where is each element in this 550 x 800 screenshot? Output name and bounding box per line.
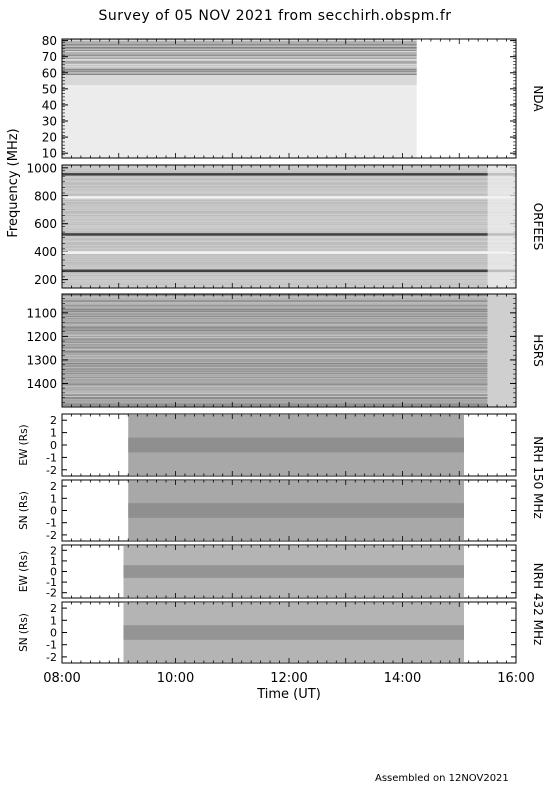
frequency-axis-label: Frequency (MHz) xyxy=(6,128,21,237)
nda-ytick-label: 10 xyxy=(42,147,57,161)
nrh150-sn-ytick-label: 0 xyxy=(50,505,57,518)
hsrs-instrument-label: HSRS xyxy=(531,334,545,367)
xtick-label: 08:00 xyxy=(43,671,80,686)
orfees-band xyxy=(62,196,516,199)
nrh150-ew-ytick-label: 2 xyxy=(50,414,57,427)
orfees-ytick-label: 1000 xyxy=(26,161,57,175)
orfees-band xyxy=(62,269,516,273)
nrh150-sn-ylabel: SN (Rs) xyxy=(18,491,30,530)
orfees-band xyxy=(62,251,516,254)
nda-ytick-label: 30 xyxy=(42,115,57,129)
nrh150-sn-ytick-label: 1 xyxy=(50,492,57,505)
nrh432-sn-ytick-label: 2 xyxy=(50,602,57,615)
nrh150-ew-ytick-label: -2 xyxy=(46,464,57,477)
nrh432-ew-ytick-label: -2 xyxy=(46,587,57,600)
nrh432-ew-ytick-label: 1 xyxy=(50,555,57,568)
xtick-label: 16:00 xyxy=(497,671,534,686)
nrh432-ew-ylabel: EW (Rs) xyxy=(18,551,30,592)
hsrs-ytick-label: 1300 xyxy=(26,353,57,367)
nda-instrument-label: NDA xyxy=(531,85,545,112)
nrh150-sn-ytick-label: -1 xyxy=(46,517,57,530)
nrh432-ew-ytick-label: 0 xyxy=(50,566,57,579)
xtick-label: 12:00 xyxy=(270,671,307,686)
nrh150-ew-sun-band xyxy=(128,437,464,453)
nrh432-ew-sun-band xyxy=(123,565,464,578)
nrh432-sn-ytick-label: 0 xyxy=(50,627,57,640)
nda-ytick-label: 80 xyxy=(42,34,57,48)
xtick-label: 10:00 xyxy=(157,671,194,686)
time-axis-label: Time (UT) xyxy=(256,687,321,702)
nda-emission-fade xyxy=(62,75,417,85)
hsrs-texture xyxy=(62,294,488,407)
orfees-late-region xyxy=(487,165,516,288)
hsrs-no-data xyxy=(487,294,516,407)
nda-ytick-label: 20 xyxy=(42,131,57,145)
nda-ytick-label: 60 xyxy=(42,66,57,80)
nrh432-ew-ytick-label: -1 xyxy=(46,576,57,589)
hsrs-ytick-label: 1200 xyxy=(26,330,57,344)
nrh432-sn-ytick-label: -1 xyxy=(46,639,57,652)
hsrs-ytick-label: 1100 xyxy=(26,306,57,320)
xtick-label: 14:00 xyxy=(384,671,421,686)
nrh432-sn-sun-band xyxy=(123,625,464,640)
orfees-ytick-label: 400 xyxy=(34,245,57,259)
assembled-date: Assembled on 12NOV2021 xyxy=(375,773,509,784)
orfees-ytick-label: 200 xyxy=(34,273,57,287)
hsrs-ytick-label: 1400 xyxy=(26,377,57,391)
orfees-ytick-label: 600 xyxy=(34,217,57,231)
nrh150-ew-ylabel: EW (Rs) xyxy=(18,424,30,465)
nrh150-ew-ytick-label: 0 xyxy=(50,439,57,452)
nda-ytick-label: 40 xyxy=(42,98,57,112)
nrh432-sn-ytick-label: -2 xyxy=(46,651,57,664)
nrh150-sn-sun-band xyxy=(128,503,464,518)
nda-ytick-label: 70 xyxy=(42,50,57,64)
nrh150-label: NRH 150 MHz xyxy=(531,436,545,519)
orfees-texture xyxy=(62,165,516,288)
orfees-ytick-label: 800 xyxy=(34,189,57,203)
nrh432-ew-ytick-label: 2 xyxy=(50,544,57,557)
nrh432-sn-ytick-label: 1 xyxy=(50,614,57,627)
nrh432-label: NRH 432 MHz xyxy=(531,563,545,646)
nrh150-ew-ytick-label: 1 xyxy=(50,427,57,440)
nrh432-sn-ylabel: SN (Rs) xyxy=(18,613,30,652)
orfees-instrument-label: ORFEES xyxy=(531,203,545,250)
nda-ytick-label: 50 xyxy=(42,82,57,96)
nrh150-sn-ytick-label: -2 xyxy=(46,529,57,542)
nrh150-sn-ytick-label: 2 xyxy=(50,480,57,493)
orfees-band xyxy=(62,233,516,236)
orfees-band xyxy=(62,173,516,176)
nrh150-ew-ytick-label: -1 xyxy=(46,451,57,464)
nda-emission-band xyxy=(62,39,417,75)
chart-title: Survey of 05 NOV 2021 from secchirh.obsp… xyxy=(98,8,452,24)
